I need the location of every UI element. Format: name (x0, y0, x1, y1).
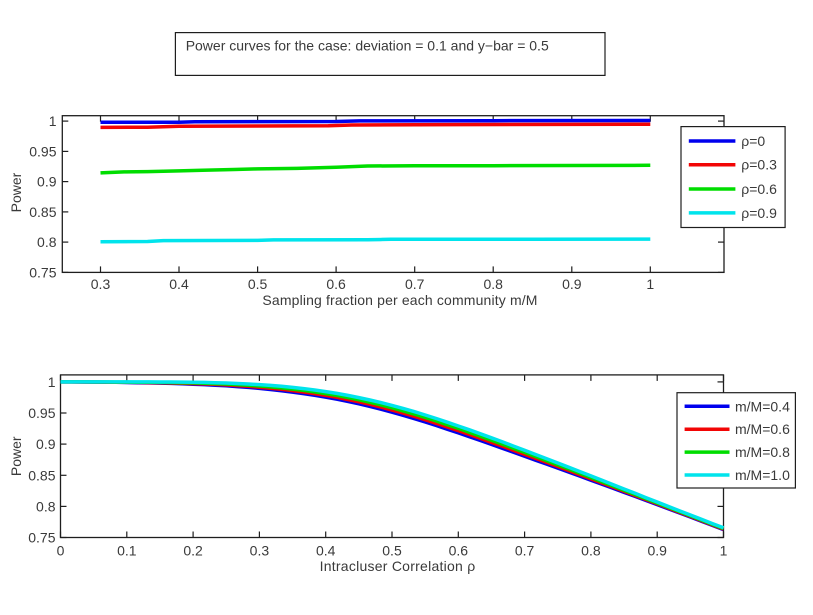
svg-text:Intracluser Correlation ρ: Intracluser Correlation ρ (320, 558, 476, 574)
svg-text:Sampling fraction per each com: Sampling fraction per each community m/M (262, 292, 537, 308)
svg-text:0.8: 0.8 (37, 234, 57, 250)
svg-text:0.75: 0.75 (28, 530, 55, 546)
svg-text:0.9: 0.9 (37, 174, 57, 190)
svg-text:0.85: 0.85 (29, 204, 56, 220)
svg-text:ρ=0.3: ρ=0.3 (741, 157, 777, 173)
svg-text:ρ=0.9: ρ=0.9 (741, 205, 777, 221)
svg-text:0.9: 0.9 (647, 543, 667, 559)
svg-text:Power: Power (8, 172, 24, 212)
svg-text:0.7: 0.7 (405, 276, 425, 292)
svg-text:0.2: 0.2 (183, 543, 203, 559)
svg-text:1: 1 (49, 113, 57, 129)
svg-text:0.5: 0.5 (248, 276, 268, 292)
svg-text:0.4: 0.4 (316, 543, 336, 559)
svg-text:m/M=0.8: m/M=0.8 (735, 444, 790, 460)
svg-text:0.5: 0.5 (382, 543, 402, 559)
svg-text:0.85: 0.85 (28, 467, 55, 483)
svg-text:0.9: 0.9 (562, 276, 582, 292)
svg-text:0.95: 0.95 (29, 143, 56, 159)
svg-text:0.6: 0.6 (449, 543, 469, 559)
svg-text:0.9: 0.9 (36, 436, 56, 452)
svg-text:0.3: 0.3 (91, 276, 111, 292)
svg-text:m/M=0.6: m/M=0.6 (735, 421, 790, 437)
svg-text:ρ=0.6: ρ=0.6 (741, 181, 777, 197)
svg-text:m/M=0.4: m/M=0.4 (735, 398, 790, 414)
svg-text:Power curves for the case: dev: Power curves for the case: deviation = 0… (186, 38, 549, 54)
svg-text:0.75: 0.75 (29, 264, 56, 280)
svg-text:0.8: 0.8 (581, 543, 601, 559)
svg-text:Power: Power (8, 436, 24, 476)
svg-text:ρ=0: ρ=0 (741, 133, 765, 149)
svg-text:0.7: 0.7 (515, 543, 535, 559)
svg-text:0.3: 0.3 (250, 543, 270, 559)
svg-text:1: 1 (646, 276, 654, 292)
svg-text:0: 0 (57, 543, 65, 559)
svg-text:0.8: 0.8 (36, 498, 56, 514)
svg-text:1: 1 (720, 543, 728, 559)
svg-text:0.95: 0.95 (28, 405, 55, 421)
svg-text:m/M=1.0: m/M=1.0 (735, 467, 790, 483)
svg-text:0.4: 0.4 (169, 276, 189, 292)
svg-text:0.6: 0.6 (326, 276, 346, 292)
svg-text:0.1: 0.1 (117, 543, 137, 559)
svg-text:0.8: 0.8 (483, 276, 503, 292)
svg-text:1: 1 (48, 374, 56, 390)
